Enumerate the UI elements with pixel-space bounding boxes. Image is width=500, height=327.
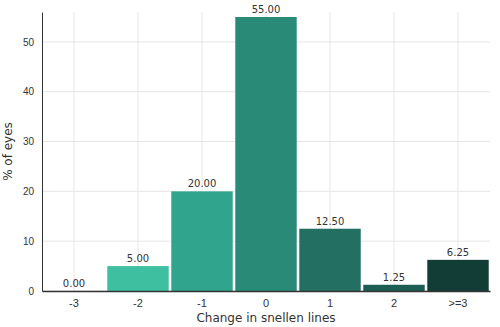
data-label: 5.00 (127, 253, 149, 264)
x-tick: 0 (263, 291, 269, 309)
x-tick: 2 (391, 291, 397, 309)
y-tick: 0 (28, 286, 42, 297)
data-label: 6.25 (447, 247, 469, 258)
grid (42, 12, 490, 291)
data-label: 1.25 (383, 272, 405, 283)
y-tick-label: 10 (23, 236, 35, 247)
x-tick: -1 (197, 291, 207, 309)
y-tick-label: 0 (28, 286, 34, 297)
data-labels: 0.00 5.00 20.00 55.00 12.50 1.25 6.25 (63, 4, 469, 289)
y-tick-label: 40 (23, 86, 35, 97)
plot: 0 10 20 30 40 50 -3 -2 -1 0 1 2 >=3 0.00 5.00 20.00 55.0… (23, 4, 491, 309)
bar (235, 17, 296, 291)
y-tick: 40 (23, 86, 42, 97)
x-tick: 1 (327, 291, 333, 309)
x-tick-label: -3 (69, 297, 79, 309)
bar (171, 191, 232, 291)
data-label: 12.50 (316, 216, 345, 227)
x-tick: -2 (133, 291, 143, 309)
grid-line-vertical (394, 12, 395, 291)
x-tick-label: -1 (197, 297, 207, 309)
y-axis-line (42, 13, 43, 292)
y-tick: 20 (23, 186, 42, 197)
chart: 0 10 20 30 40 50 -3 -2 -1 0 1 2 >=3 0.00 5.00 20.00 55.0… (0, 0, 500, 327)
x-tick: -3 (69, 291, 79, 309)
y-tick: 30 (23, 136, 42, 147)
bar (299, 229, 360, 291)
x-axis-title: Change in snellen lines (196, 311, 335, 325)
x-tick-label: -2 (133, 297, 143, 309)
x-axis-line (43, 291, 491, 293)
y-tick: 10 (23, 236, 42, 247)
x-tick-label: 0 (263, 297, 269, 309)
bar (363, 285, 424, 291)
x-tick-label: >=3 (449, 297, 468, 309)
bar (107, 266, 168, 291)
grid-line-vertical (138, 12, 139, 291)
data-label: 20.00 (188, 178, 217, 189)
x-tick: >=3 (449, 291, 468, 309)
y-axis-title: % of eyes (1, 122, 15, 181)
x-axis: -3 -2 -1 0 1 2 >=3 (43, 291, 491, 309)
data-label: 55.00 (252, 4, 281, 15)
bar (427, 260, 488, 291)
y-tick: 50 (23, 37, 42, 48)
x-tick-label: 1 (327, 297, 333, 309)
y-tick-label: 20 (23, 186, 35, 197)
x-tick-label: 2 (391, 297, 397, 309)
bars (107, 17, 488, 291)
data-label: 0.00 (63, 278, 85, 289)
y-axis: 0 10 20 30 40 50 (23, 13, 43, 297)
grid-line-vertical (74, 12, 75, 291)
y-tick-label: 30 (23, 136, 35, 147)
y-tick-label: 50 (23, 37, 35, 48)
